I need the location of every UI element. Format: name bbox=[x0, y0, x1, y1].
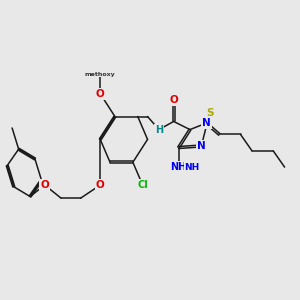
Text: O: O bbox=[96, 89, 105, 99]
Text: NH: NH bbox=[170, 162, 187, 172]
Text: O: O bbox=[169, 95, 178, 105]
Text: O: O bbox=[96, 180, 105, 190]
Text: N: N bbox=[197, 141, 206, 151]
Text: NH: NH bbox=[184, 163, 199, 172]
Text: O: O bbox=[40, 180, 49, 190]
Text: H: H bbox=[155, 124, 163, 135]
Text: S: S bbox=[206, 108, 213, 118]
Text: methoxy: methoxy bbox=[85, 72, 116, 76]
Text: N: N bbox=[202, 118, 211, 128]
Text: Cl: Cl bbox=[137, 180, 148, 190]
